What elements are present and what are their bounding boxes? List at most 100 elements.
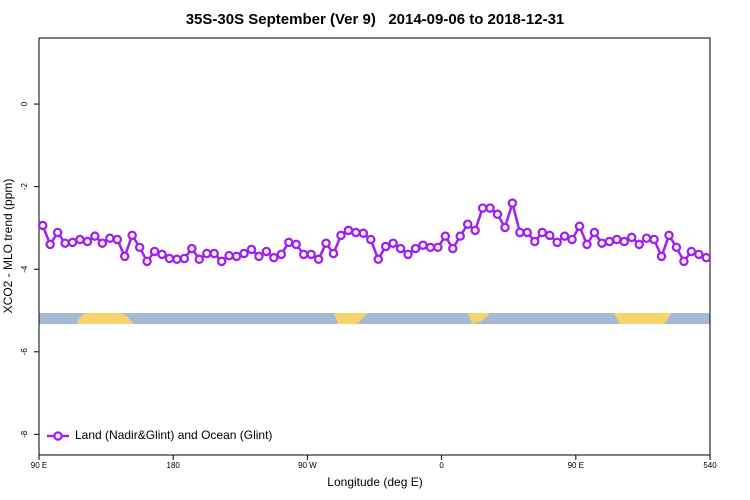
data-point (351, 227, 361, 238)
data-point (641, 233, 652, 243)
chart-title: 35S-30S September (Ver 9) 2014-09-06 to … (186, 11, 565, 28)
data-point (664, 230, 674, 241)
data-point (358, 228, 369, 239)
y-tick-label: -4 (20, 265, 29, 273)
data-point (694, 249, 704, 260)
data-point (448, 243, 458, 254)
data-point (462, 219, 473, 229)
data-point (127, 230, 137, 241)
data-point (425, 242, 436, 253)
data-point (380, 241, 391, 252)
legend-marker (53, 431, 63, 441)
x-tick-label: 90 W (298, 461, 317, 470)
data-point (216, 256, 227, 267)
x-tick-label: 90 E (568, 461, 584, 470)
data-point (559, 231, 570, 241)
data-point (530, 236, 540, 247)
data-point (395, 243, 406, 254)
land-shape (614, 313, 671, 324)
data-point (209, 248, 219, 259)
data-point (515, 227, 525, 238)
data-point (313, 254, 324, 265)
data-point (321, 238, 331, 248)
data-point (201, 248, 212, 259)
data-point (552, 237, 562, 248)
data-point (649, 234, 659, 245)
data-point (634, 239, 644, 250)
data-point (172, 254, 182, 265)
data-point (112, 234, 123, 245)
data-point (500, 222, 510, 233)
data-point (276, 249, 287, 260)
data-point (291, 239, 301, 250)
data-point (470, 225, 480, 236)
data-point (537, 227, 548, 238)
data-point (224, 250, 234, 261)
data-point (82, 236, 93, 247)
data-point (336, 230, 346, 241)
x-tick-label: 180 (167, 461, 181, 470)
data-point (261, 246, 272, 257)
land-shape (468, 313, 490, 324)
data-point (433, 242, 443, 253)
data-point (455, 231, 465, 241)
data-point (418, 240, 428, 251)
data-point (656, 251, 667, 262)
data-point (343, 225, 354, 236)
data-point (604, 236, 615, 247)
data-point (119, 251, 130, 262)
data-point (239, 248, 249, 259)
data-point (298, 249, 309, 260)
data-point (75, 234, 85, 245)
y-tick-label: -6 (20, 348, 29, 356)
data-point (284, 237, 294, 248)
data-point (373, 254, 383, 265)
data-point (403, 249, 413, 260)
data-point (612, 234, 622, 245)
data-point (246, 244, 257, 255)
data-point (366, 234, 376, 245)
data-point (477, 203, 488, 213)
data-point (179, 253, 190, 264)
land-ocean-strip (39, 313, 710, 324)
data-point (544, 230, 555, 241)
land-shape (334, 313, 368, 324)
data-point (37, 220, 48, 231)
y-tick-label: 0 (20, 101, 29, 106)
land-shape (77, 313, 133, 324)
x-tick-label: 540 (703, 461, 717, 470)
data-point (60, 238, 70, 248)
data-point (45, 239, 55, 250)
data-point (269, 252, 279, 263)
data-point (306, 249, 316, 260)
data-point (686, 246, 697, 257)
data-point (567, 234, 577, 245)
data-point (97, 238, 108, 248)
data-point (134, 242, 145, 253)
data-point (679, 256, 689, 267)
data-point (574, 221, 585, 232)
data-point (105, 233, 115, 243)
data-point (90, 231, 100, 241)
data-point (67, 237, 78, 248)
data-point (597, 238, 607, 248)
legend-label: Land (Nadir&Glint) and Ocean (Glint) (75, 428, 272, 442)
data-point (164, 253, 175, 264)
y-axis-label: XCO2 - MLO trend (ppm) (1, 179, 15, 314)
y-tick-label: -2 (20, 183, 29, 191)
x-axis-label: Longitude (deg E) (327, 475, 422, 489)
series-line (41, 198, 707, 264)
data-point (52, 227, 63, 238)
plot-frame (38, 37, 711, 456)
data-point (626, 232, 637, 243)
data-point (589, 227, 600, 238)
data-point (187, 243, 197, 254)
y-tick-label: -8 (20, 430, 29, 438)
ocean-band (39, 313, 710, 324)
data-point (328, 248, 339, 259)
data-point (671, 242, 682, 253)
data-point (492, 209, 503, 220)
data-point (231, 251, 242, 262)
data-point (619, 236, 630, 247)
data-point (582, 239, 592, 250)
